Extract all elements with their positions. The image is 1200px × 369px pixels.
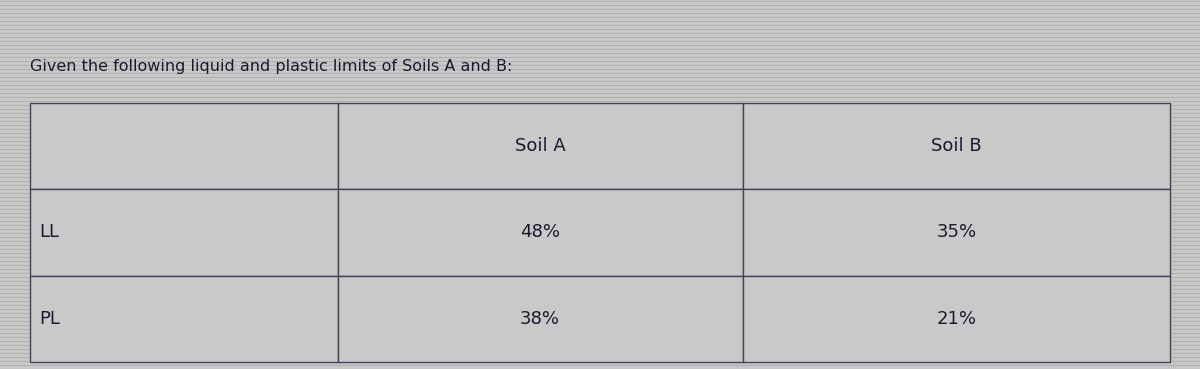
Text: 38%: 38% [520,310,560,328]
Text: Soil A: Soil A [515,137,565,155]
Bar [338,103,743,189]
Bar [338,276,743,362]
Text: LL: LL [40,224,60,241]
Bar [743,189,1170,276]
Text: Given the following liquid and plastic limits of Soils A and B:: Given the following liquid and plastic l… [30,59,512,74]
Text: 21%: 21% [936,310,977,328]
Bar [30,189,338,276]
Bar [743,276,1170,362]
Text: 35%: 35% [936,224,977,241]
Text: Soil B: Soil B [931,137,982,155]
Bar [30,103,338,189]
Text: 48%: 48% [520,224,560,241]
Bar [743,103,1170,189]
Text: PL: PL [40,310,60,328]
Bar [338,189,743,276]
Bar [30,276,338,362]
